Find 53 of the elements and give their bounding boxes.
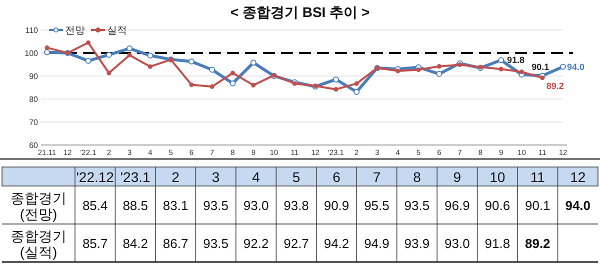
- text: 94.0: [565, 198, 591, 213]
- data-label: 89.2: [546, 80, 564, 91]
- y-tick-label: 90: [29, 72, 39, 81]
- text: 5: [292, 169, 300, 185]
- text: 9: [453, 169, 462, 185]
- text: 92.7: [284, 236, 309, 251]
- text: 3: [212, 169, 220, 185]
- text: 93.8: [284, 198, 309, 213]
- y-tick-label: 80: [29, 95, 39, 104]
- text: 93.0: [243, 198, 269, 213]
- text: 12: [570, 169, 586, 185]
- text: '23.1: [120, 169, 151, 185]
- text: 90.9: [324, 198, 350, 213]
- text: 2: [172, 169, 180, 185]
- text: 10: [490, 169, 506, 185]
- y-tick-label: 60: [29, 141, 39, 150]
- text: 95.5: [364, 198, 390, 213]
- legend-label: 실적: [107, 26, 127, 36]
- text: 7: [372, 169, 381, 185]
- chart-title: < 종합경기 BSI 추이 >: [230, 4, 370, 20]
- text: 85.7: [82, 236, 108, 251]
- y-tick-label: 110: [25, 26, 39, 35]
- legend-label: 전망: [65, 26, 85, 36]
- text: 91.8: [484, 236, 510, 251]
- text: 11: [530, 169, 546, 185]
- text: 93.5: [203, 198, 228, 213]
- text: 90.6: [484, 198, 510, 213]
- text: 4: [252, 169, 260, 185]
- data-label: 94.0: [567, 62, 585, 72]
- text: 93.5: [203, 236, 228, 251]
- text: 종합경기 (전망): [10, 190, 66, 222]
- text: 93.0: [444, 236, 470, 251]
- text: 8: [413, 169, 422, 185]
- text: 93.5: [404, 198, 430, 213]
- text: 6: [332, 169, 341, 185]
- text: 92.2: [243, 236, 269, 251]
- text: 85.4: [82, 198, 108, 213]
- text: 96.9: [444, 198, 470, 213]
- text: 94.2: [324, 236, 350, 251]
- text: 93.9: [404, 236, 430, 251]
- text: 83.1: [162, 198, 188, 213]
- text: 89.2: [525, 236, 550, 251]
- text: 84.2: [122, 236, 148, 251]
- data-label: 90.1: [532, 62, 550, 72]
- text: 86.7: [162, 236, 188, 251]
- text: 94.9: [364, 236, 390, 251]
- y-tick-label: 70: [29, 118, 39, 127]
- data-label: 91.8: [506, 54, 524, 65]
- y-tick-label: 100: [24, 49, 39, 58]
- text: 90.1: [525, 198, 550, 213]
- text: '22.12: [76, 169, 114, 185]
- text: 종합경기 (실적): [10, 228, 66, 260]
- text: 88.5: [122, 198, 148, 213]
